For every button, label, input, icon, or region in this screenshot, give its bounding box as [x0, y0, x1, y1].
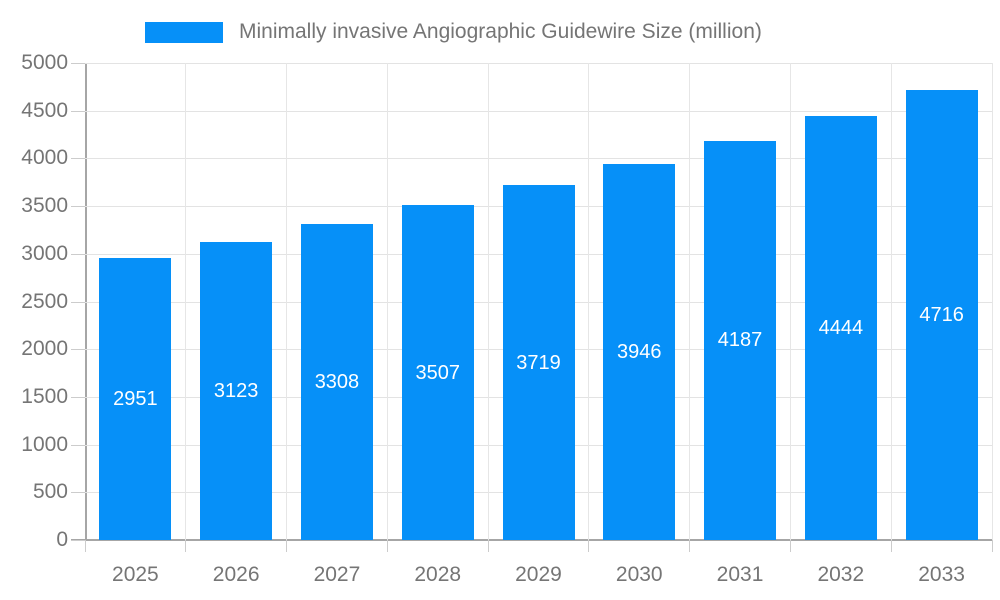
bar-value-label: 4187 [717, 329, 763, 352]
bar-value-label: 4444 [818, 317, 864, 339]
bar-2026[interactable]: 3123 [200, 242, 273, 540]
x-axis-tick [185, 540, 187, 552]
y-axis-tick [71, 206, 85, 208]
gridline-vertical [588, 63, 590, 540]
gridline-horizontal [85, 63, 992, 64]
bar-value-label: 3123 [213, 380, 259, 403]
gridline-vertical [286, 63, 288, 540]
x-tick-label: 2026 [212, 563, 260, 586]
y-axis-tick [71, 492, 85, 494]
y-tick-label: 3000 [21, 241, 68, 265]
bar-value-label: 3719 [516, 351, 561, 374]
x-tick-label: 2030 [615, 563, 663, 586]
gridline-vertical [890, 63, 892, 540]
y-tick-label: 500 [32, 480, 68, 504]
y-tick-label: 1500 [21, 384, 68, 408]
bar-2032[interactable]: 4444 [804, 116, 877, 540]
x-tick-label: 2028 [414, 563, 462, 586]
y-tick-label: 3500 [21, 194, 68, 218]
x-axis-tick [386, 540, 388, 552]
y-axis-tick [71, 253, 85, 255]
bar-value-label: 3308 [314, 371, 360, 394]
y-tick-label: 4000 [21, 146, 68, 170]
gridline-horizontal [85, 158, 992, 160]
y-axis-tick [71, 349, 85, 351]
bar-2027[interactable]: 3308 [300, 224, 373, 540]
y-tick-label: 4500 [21, 98, 68, 122]
bar-value-label: 2951 [113, 388, 158, 411]
plot-area: 2951 3123 3308 3507 3719 3946 4187 4444 4716 [71, 63, 993, 552]
bar-2028[interactable]: 3507 [401, 205, 474, 540]
y-tick-label: 2500 [21, 289, 68, 313]
bar-2033[interactable]: 4716 [905, 90, 978, 540]
bar-2030[interactable]: 3946 [603, 163, 676, 540]
legend[interactable]: Minimally invasive Angiographic Guidewir… [145, 20, 762, 44]
bar-value-label: 3946 [617, 340, 662, 363]
gridline-vertical [689, 63, 691, 540]
bar-2025[interactable]: 2951 [99, 258, 172, 540]
gridline-horizontal [85, 110, 992, 112]
x-axis-tick [487, 540, 489, 552]
y-axis-tick [71, 540, 85, 541]
gridline-vertical [789, 63, 791, 540]
y-axis-tick [71, 63, 85, 64]
y-tick-label: 0 [56, 528, 68, 551]
y-axis-tick [71, 110, 85, 112]
x-tick-label: 2032 [817, 563, 865, 586]
y-axis-tick [71, 301, 85, 303]
gridline-vertical [487, 63, 489, 540]
gridline-vertical [185, 63, 187, 540]
x-axis-line [71, 539, 992, 541]
x-axis-tick [286, 540, 288, 552]
gridline-vertical [991, 63, 993, 540]
y-axis-tick [71, 158, 85, 160]
x-tick-label: 2029 [515, 563, 562, 586]
x-tick-label: 2031 [716, 563, 764, 586]
x-tick-label: 2027 [313, 563, 361, 586]
bar-2031[interactable]: 4187 [704, 140, 777, 540]
x-axis-tick [689, 540, 691, 552]
x-tick-label: 2033 [918, 563, 965, 586]
x-axis-tick [84, 540, 86, 552]
y-tick-label: 2000 [21, 337, 68, 361]
y-tick-label: 5000 [21, 51, 68, 74]
y-axis-tick [71, 444, 85, 446]
x-axis-tick [890, 540, 892, 552]
x-axis-tick [991, 540, 993, 552]
bar-value-label: 3507 [415, 361, 460, 384]
y-tick-label: 1000 [21, 432, 68, 456]
legend-swatch [145, 21, 223, 43]
x-axis-tick [588, 540, 590, 552]
x-tick-label: 2025 [112, 563, 159, 586]
x-axis-tick [789, 540, 791, 552]
bar-2029[interactable]: 3719 [502, 185, 575, 540]
y-axis-tick [71, 396, 85, 398]
legend-label: Minimally invasive Angiographic Guidewir… [239, 20, 762, 43]
gridline-vertical [386, 63, 388, 540]
bar-value-label: 4716 [919, 304, 964, 327]
